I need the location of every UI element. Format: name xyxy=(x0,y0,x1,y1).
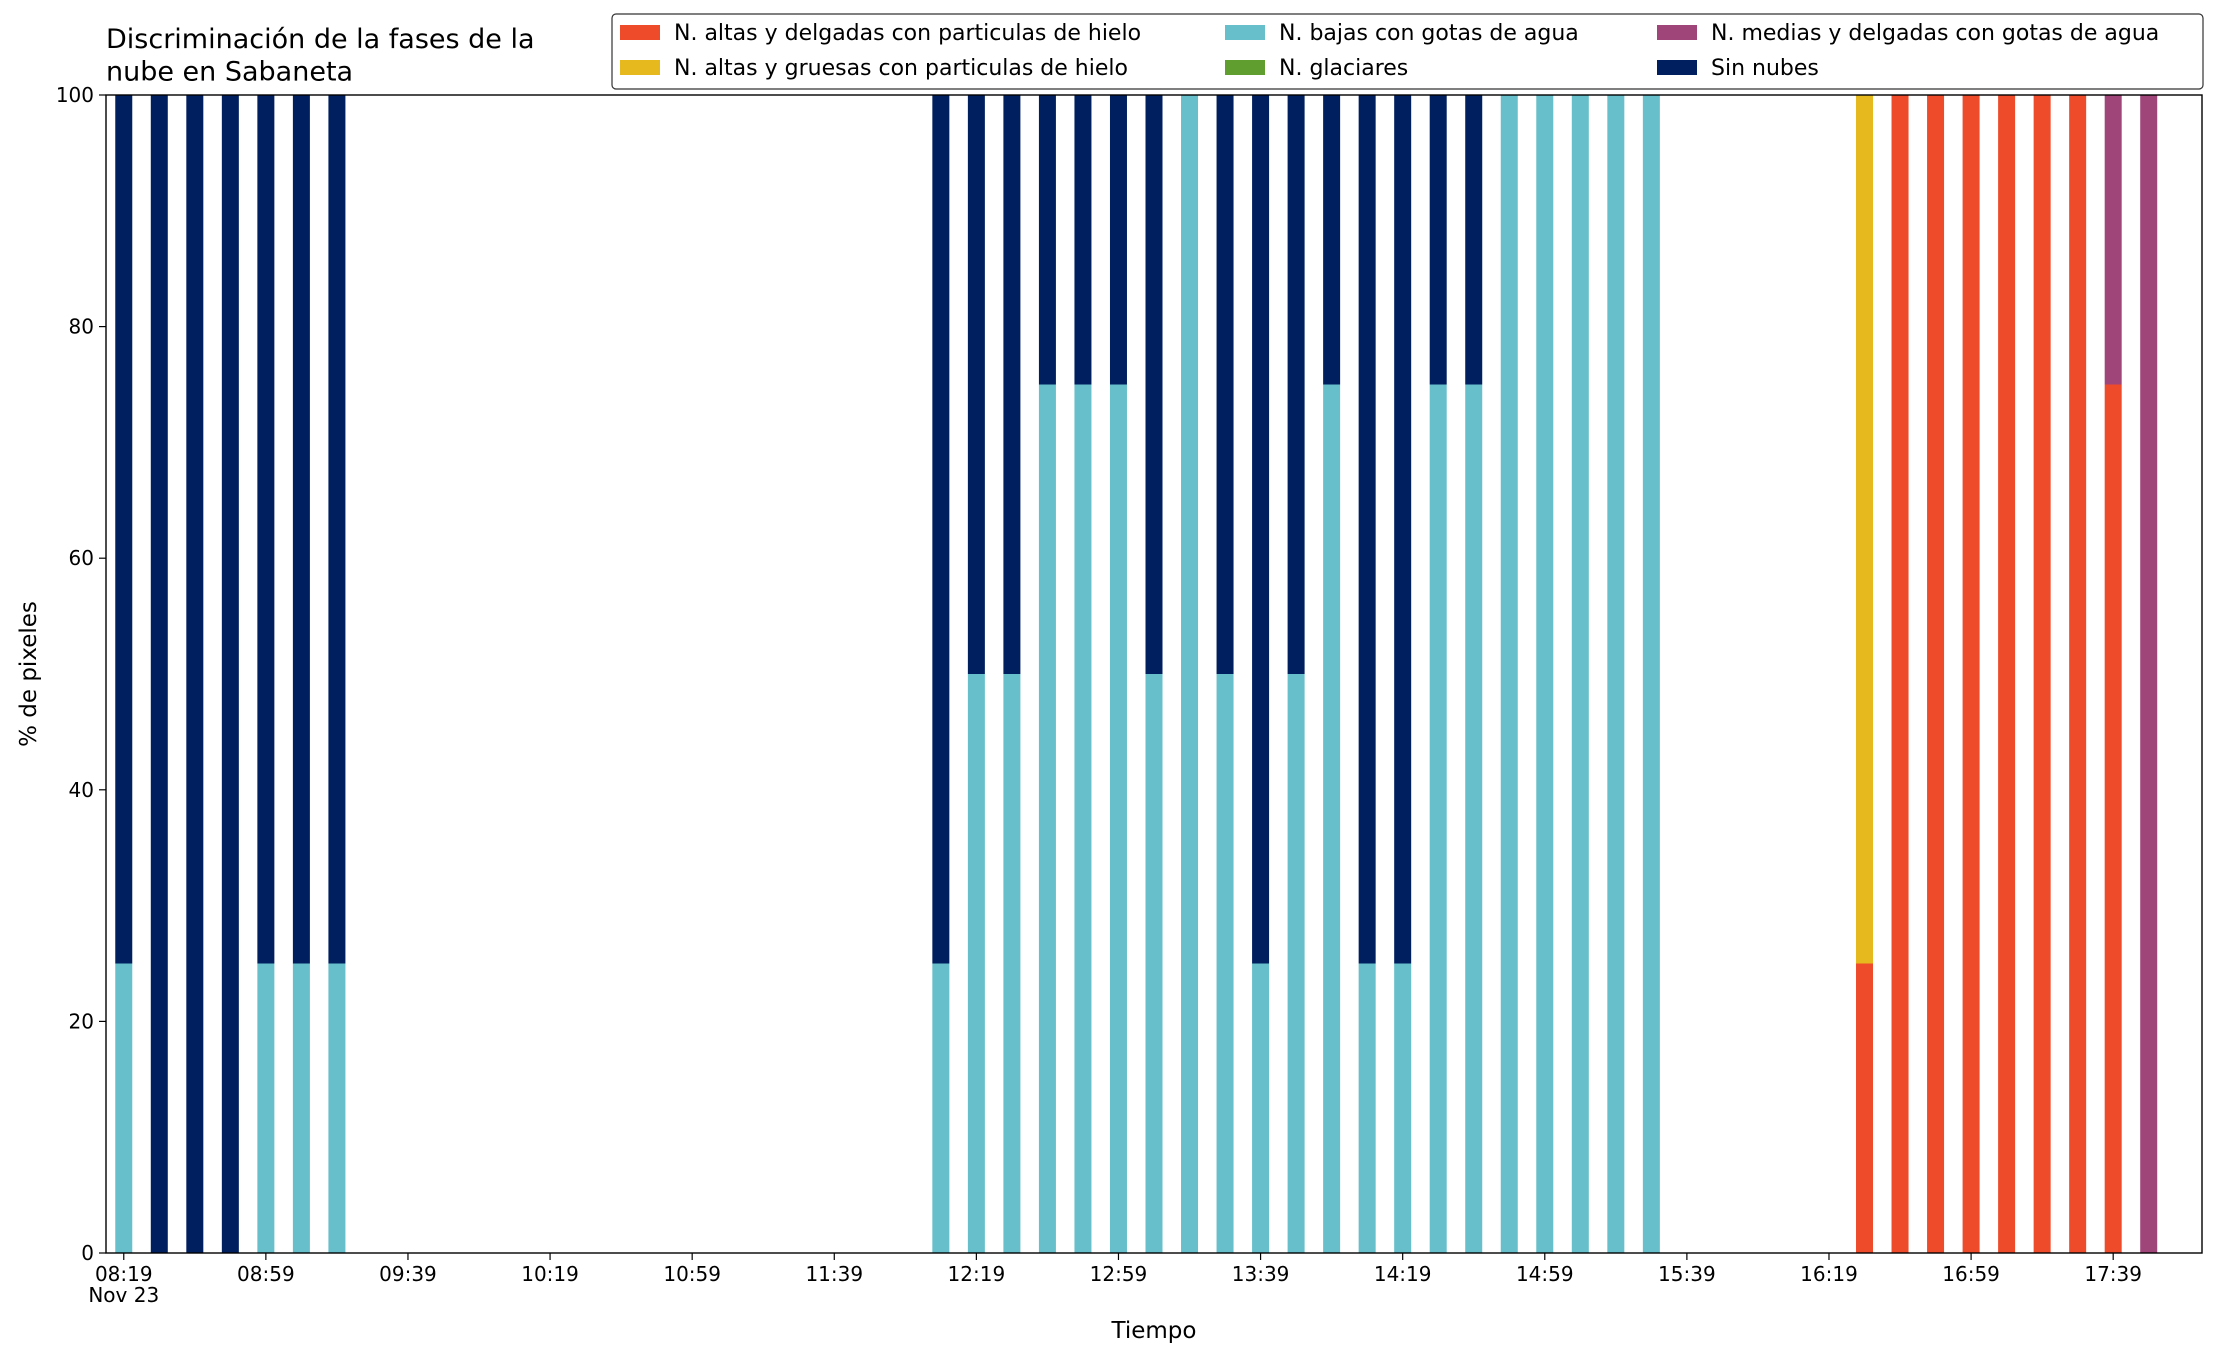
bar-segment xyxy=(1962,95,1980,1253)
legend-label: N. glaciares xyxy=(1279,56,1408,81)
bar-segment xyxy=(1252,963,1270,1253)
bar-segment xyxy=(1465,384,1483,1253)
bar-segment xyxy=(257,95,275,964)
bar-segment xyxy=(1181,95,1199,1253)
x-tick-label: 12:59 xyxy=(1090,1262,1148,1286)
legend-swatch xyxy=(620,25,660,40)
x-tick-label: 17:39 xyxy=(2084,1262,2142,1286)
legend-label: N. medias y delgadas con gotas de agua xyxy=(1711,21,2159,46)
bar-segment xyxy=(1642,95,1660,1253)
x-tick-label: 11:39 xyxy=(805,1262,863,1286)
bar-segment xyxy=(1856,95,1874,964)
bar-segment xyxy=(221,95,239,1253)
y-tick-label: 40 xyxy=(69,778,94,802)
bar-segment xyxy=(1323,95,1341,385)
bar-segment xyxy=(1252,95,1270,964)
x-tick-label: 15:39 xyxy=(1658,1262,1716,1286)
legend-swatch xyxy=(1225,25,1265,40)
legend-label: N. altas y delgadas con particulas de hi… xyxy=(674,21,1141,46)
x-tick-label: 08:59 xyxy=(237,1262,295,1286)
bar-segment xyxy=(1536,95,1554,1253)
bar-segment xyxy=(1003,674,1021,1253)
bar-segment xyxy=(1038,384,1056,1253)
bar-segment xyxy=(115,963,133,1253)
bar-segment xyxy=(1287,674,1305,1253)
legend-label: N. bajas con gotas de agua xyxy=(1279,21,1579,46)
bar-segment xyxy=(967,95,985,674)
bar-segment xyxy=(292,963,310,1253)
bar-segment xyxy=(1038,95,1056,385)
x-tick-label: 14:19 xyxy=(1374,1262,1432,1286)
legend-swatch xyxy=(620,60,660,75)
legend-swatch xyxy=(1657,60,1697,75)
x-tick-label: 09:39 xyxy=(379,1262,437,1286)
x-tick-label: 13:39 xyxy=(1232,1262,1290,1286)
x-axis-label: Tiempo xyxy=(1111,1318,1197,1344)
bar-segment xyxy=(1358,963,1376,1253)
bar-segment xyxy=(1500,95,1518,1253)
bar-segment xyxy=(1074,95,1092,385)
bar-segment xyxy=(932,963,950,1253)
bar-segment xyxy=(1891,95,1909,1253)
legend-box xyxy=(611,13,2204,90)
bar-segment xyxy=(150,95,168,1253)
bar-segment xyxy=(115,95,133,964)
x-tick-label: 16:19 xyxy=(1800,1262,1858,1286)
x-tick-label: 14:59 xyxy=(1516,1262,1574,1286)
bar-segment xyxy=(1216,674,1234,1253)
bar-segment xyxy=(1856,963,1874,1253)
y-tick-label: 60 xyxy=(69,546,94,570)
x-tick-label: 12:19 xyxy=(948,1262,1006,1286)
bar-segment xyxy=(1394,95,1412,964)
bar-segment xyxy=(1287,95,1305,674)
legend-label: Sin nubes xyxy=(1711,56,1819,81)
bar-segment xyxy=(1927,95,1945,1253)
legend-label: N. altas y gruesas con particulas de hie… xyxy=(674,56,1128,81)
bar-segment xyxy=(328,963,346,1253)
bar-segment xyxy=(1429,95,1447,385)
x-tick-label: 10:59 xyxy=(663,1262,721,1286)
x-tick-label: 10:19 xyxy=(521,1262,579,1286)
bar-segment xyxy=(1607,95,1625,1253)
bar-segment xyxy=(1394,963,1412,1253)
y-tick-label: 20 xyxy=(69,1009,94,1033)
bar-segment xyxy=(1571,95,1589,1253)
bar-segment xyxy=(292,95,310,964)
bar-segment xyxy=(1003,95,1021,674)
bar-segment xyxy=(2104,384,2122,1253)
y-axis-label: % de pixeles xyxy=(16,601,42,747)
bar-segment xyxy=(1323,384,1341,1253)
y-tick-label: 80 xyxy=(69,315,94,339)
bar-segment xyxy=(2140,95,2158,1253)
plot-frame xyxy=(105,94,2203,1254)
bar-segment xyxy=(1145,95,1163,674)
bar-segment xyxy=(1074,384,1092,1253)
bar-segment xyxy=(328,95,346,964)
bar-segment xyxy=(2069,95,2087,1253)
bar-segment xyxy=(1216,95,1234,674)
y-tick-label: 0 xyxy=(81,1241,94,1265)
bar-segment xyxy=(1358,95,1376,964)
bar-segment xyxy=(1465,95,1483,385)
chart-title: Discriminación de la fases de la nube en … xyxy=(106,24,535,87)
bar-segment xyxy=(1429,384,1447,1253)
bar-segment xyxy=(186,95,204,1253)
x-tick-label: 16:59 xyxy=(1942,1262,2000,1286)
x-tick-label: 08:19 Nov 23 xyxy=(88,1262,159,1307)
bar-segment xyxy=(1145,674,1163,1253)
bar-segment xyxy=(1109,384,1127,1253)
y-tick-label: 100 xyxy=(56,83,94,107)
bar-segment xyxy=(932,95,950,964)
bar-segment xyxy=(257,963,275,1253)
legend-swatch xyxy=(1225,60,1265,75)
bar-segment xyxy=(1998,95,2016,1253)
bar-segment xyxy=(967,674,985,1253)
bar-segment xyxy=(2104,95,2122,385)
legend-swatch xyxy=(1657,25,1697,40)
bar-segment xyxy=(1109,95,1127,385)
bar-segment xyxy=(2033,95,2051,1253)
